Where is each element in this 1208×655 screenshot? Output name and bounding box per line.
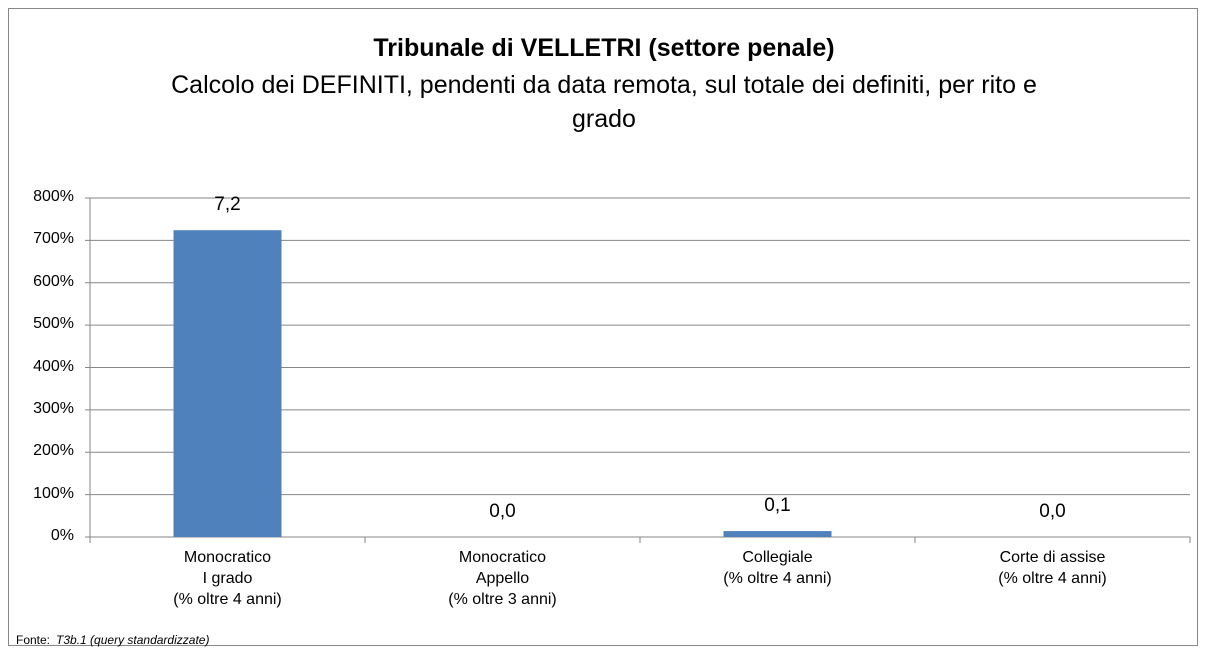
x-tick-label: Monocratico Appello (% oltre 3 anni) <box>448 549 557 608</box>
value-label: 0,0 <box>489 501 516 522</box>
y-tick-label: 500% <box>33 315 74 333</box>
x-tick-label: Monocratico I grado (% oltre 4 anni) <box>173 549 282 608</box>
chart-subtitle: Calcolo dei DEFINITI, pendenti da data r… <box>171 71 1037 133</box>
y-tick-label: 800% <box>33 188 74 205</box>
y-tick-label: 300% <box>33 399 74 417</box>
x-tick-label: Corte di assise (% oltre 4 anni) <box>998 549 1107 587</box>
y-tick-label: 100% <box>33 484 74 502</box>
y-tick-label: 700% <box>33 230 74 248</box>
bar <box>723 531 832 537</box>
bar <box>173 230 282 537</box>
y-tick-label: 400% <box>33 357 74 375</box>
chart-frame <box>8 8 1198 646</box>
value-label: 7,2 <box>214 194 241 216</box>
x-tick-label: Collegiale (% oltre 4 anni) <box>723 549 832 587</box>
source-note: Fonte: T3b.1 (query standardizzate) <box>16 633 209 647</box>
value-label: 0,1 <box>764 495 791 517</box>
y-tick-label: 600% <box>33 272 74 290</box>
source-text: T3b.1 (query standardizzate) <box>56 633 210 647</box>
chart-title: Tribunale di VELLETRI (settore penale) <box>373 34 835 62</box>
value-label: 0,0 <box>1039 501 1066 522</box>
y-tick-label: 200% <box>33 442 74 460</box>
source-label: Fonte: <box>16 633 51 647</box>
y-tick-label: 0% <box>50 527 74 544</box>
